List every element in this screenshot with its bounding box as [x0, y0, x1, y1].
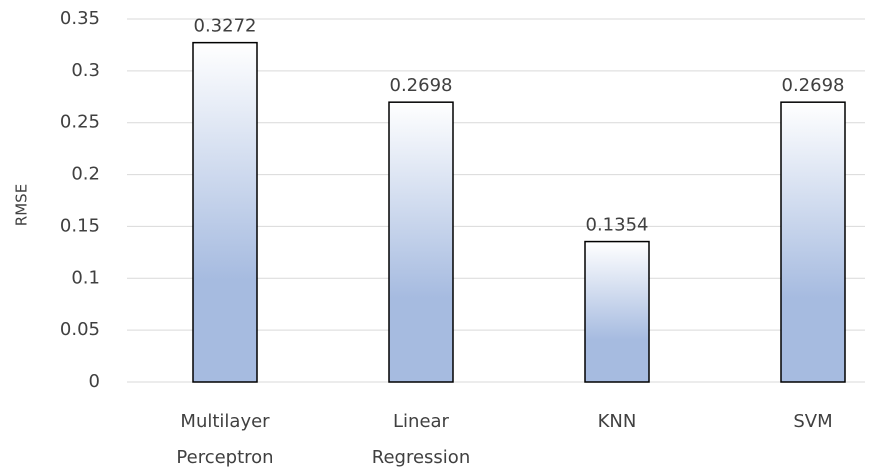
y-tick-label: 0.05	[60, 319, 100, 340]
y-tick-label: 0.3	[71, 60, 100, 81]
y-tick-label: 0.15	[60, 215, 100, 236]
x-tick-label: Multilayer Perceptron	[176, 411, 273, 468]
x-tick-label: KNN	[598, 411, 637, 432]
bar	[192, 41, 258, 383]
y-tick-label: 0.25	[60, 112, 100, 133]
value-label: 0.1354	[586, 215, 649, 236]
bar	[388, 101, 454, 383]
y-axis-label: RMSE	[13, 184, 31, 226]
bar	[780, 101, 846, 383]
y-tick-label: 0	[89, 371, 100, 392]
y-tick-label: 0.2	[71, 164, 100, 185]
x-tick-label: Linear Regression	[372, 411, 470, 468]
value-label: 0.2698	[782, 75, 845, 96]
y-tick-label: 0.35	[60, 8, 100, 29]
value-label: 0.2698	[390, 75, 453, 96]
value-label: 0.3272	[194, 16, 257, 37]
y-tick-label: 0.1	[71, 267, 100, 288]
bar	[584, 240, 650, 383]
x-tick-label: SVM	[793, 411, 832, 432]
